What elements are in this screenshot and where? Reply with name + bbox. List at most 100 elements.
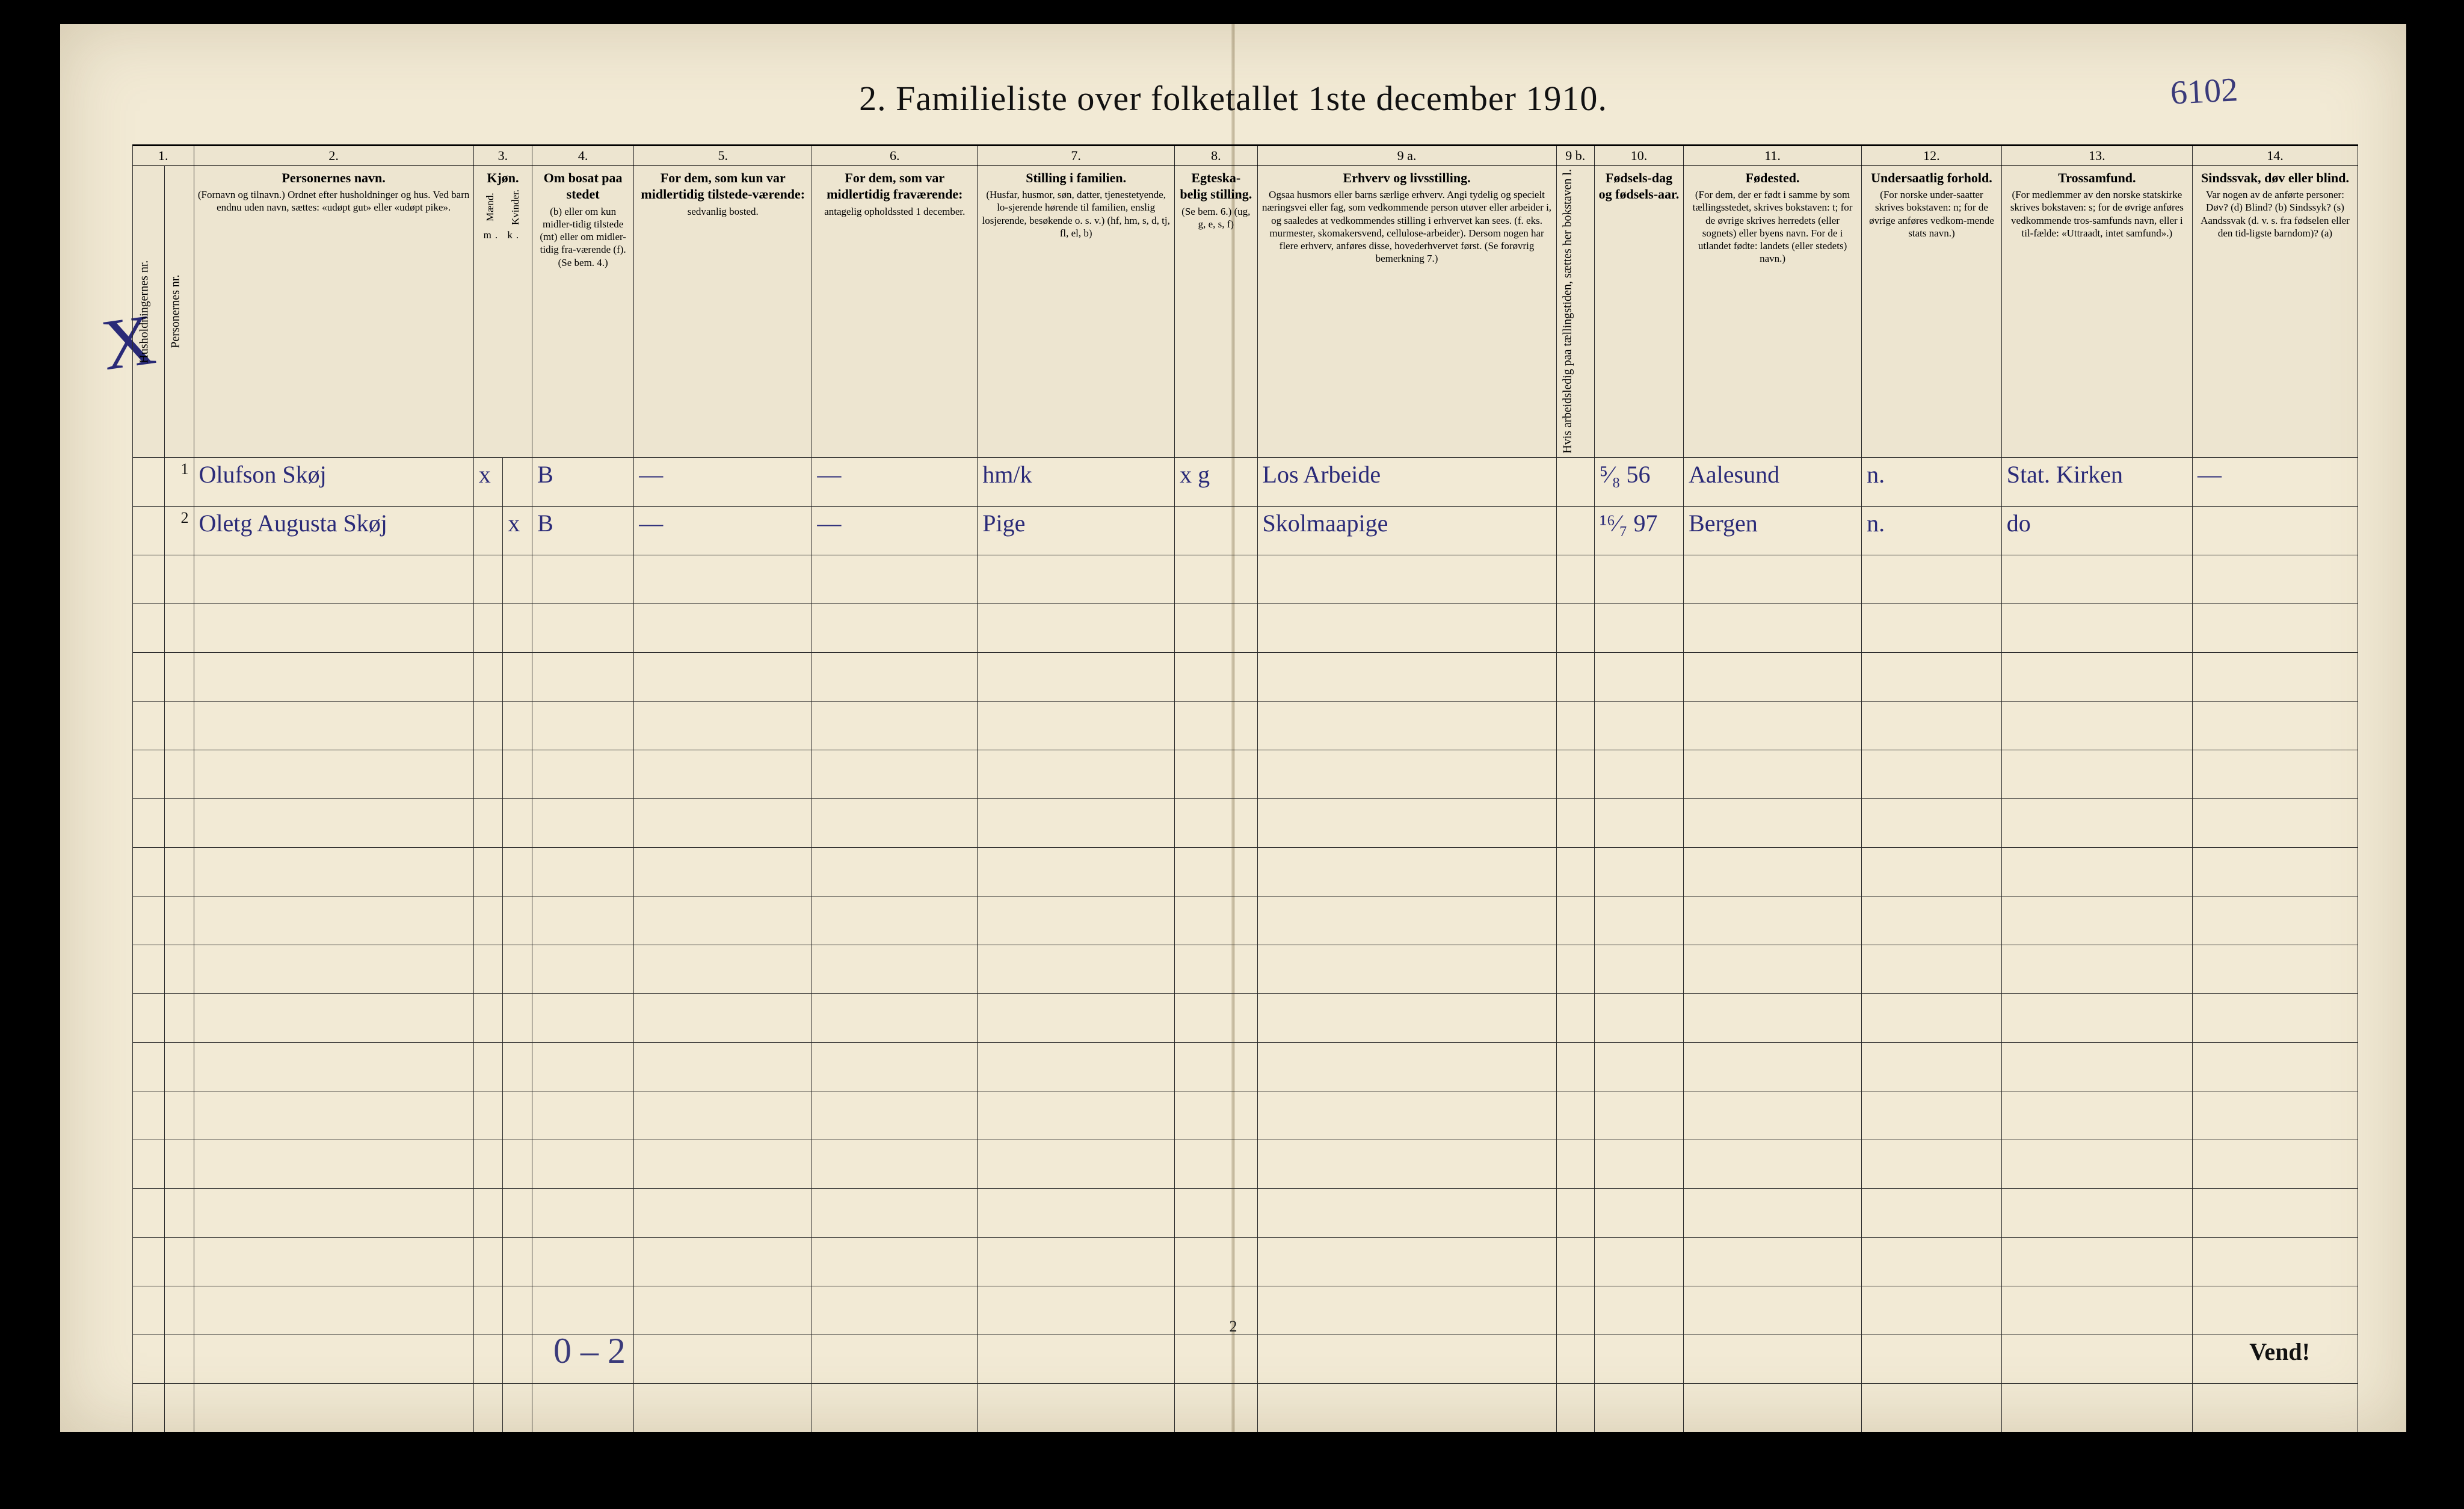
cell-arbeidsledig bbox=[1556, 994, 1594, 1043]
hdr-arbeidsledig: Hvis arbeidsledig paa tællingstiden, sæt… bbox=[1556, 165, 1594, 458]
cell-sindssvak bbox=[2192, 1384, 2358, 1434]
cell-sex-k bbox=[503, 1140, 532, 1189]
cell-sex-k bbox=[503, 1043, 532, 1091]
cell-trossamfund bbox=[2001, 848, 2192, 896]
cell-erhverv bbox=[1257, 1189, 1556, 1238]
cell-person-nr: 2 bbox=[164, 507, 194, 555]
cell-household-nr bbox=[133, 1091, 165, 1140]
cell-stilling-familien bbox=[978, 1140, 1175, 1189]
cell-person-nr: 7 bbox=[164, 750, 194, 799]
cell-erhverv bbox=[1257, 702, 1556, 750]
cell-sex-k bbox=[503, 653, 532, 702]
ledger-table: 1. 2. 3. 4. 5. 6. 7. 8. 9 a. 9 b. 10. 11… bbox=[132, 144, 2358, 1434]
cell-sedvanlig-bosted bbox=[634, 1091, 812, 1140]
cell-sindssvak bbox=[2192, 1189, 2358, 1238]
cell-sedvanlig-bosted: — bbox=[634, 458, 812, 507]
cell-arbeidsledig bbox=[1556, 1335, 1594, 1384]
handwritten-annotation-footer: 0 – 2 bbox=[553, 1330, 626, 1372]
cell-person-nr: 14 bbox=[164, 1091, 194, 1140]
cell-sex-m bbox=[473, 1384, 503, 1434]
cell-name bbox=[194, 604, 473, 653]
cell-sedvanlig-bosted bbox=[634, 1140, 812, 1189]
colnum-12: 12. bbox=[1862, 146, 2002, 166]
cell-arbeidsledig bbox=[1556, 945, 1594, 994]
cell-fodselsdag bbox=[1594, 1043, 1683, 1091]
cell-bosat bbox=[532, 1286, 634, 1335]
colnum-1: 1. bbox=[133, 146, 194, 166]
cell-household-nr bbox=[133, 604, 165, 653]
table-body: 1Olufson SkøjxB——hm/kx gLos Arbeide⁵⁄₈ 5… bbox=[133, 458, 2358, 1434]
cell-undersaat: n. bbox=[1862, 507, 2002, 555]
cell-erhverv bbox=[1257, 653, 1556, 702]
table-row: 17 bbox=[133, 1238, 2358, 1286]
cell-bosat bbox=[532, 702, 634, 750]
page: 2. Familieliste over folketallet 1ste de… bbox=[0, 0, 2464, 1509]
cell-fodselsdag bbox=[1594, 1189, 1683, 1238]
cell-stilling-familien bbox=[978, 1286, 1175, 1335]
cell-undersaat bbox=[1862, 555, 2002, 604]
cell-sex-m bbox=[473, 848, 503, 896]
cell-sex-k bbox=[503, 945, 532, 994]
cell-sex-k bbox=[503, 750, 532, 799]
cell-sex-m bbox=[473, 1238, 503, 1286]
cell-fodselsdag bbox=[1594, 1238, 1683, 1286]
cell-sex-m bbox=[473, 653, 503, 702]
cell-sindssvak bbox=[2192, 848, 2358, 896]
hdr-person-nr: Personernes nr. bbox=[164, 165, 194, 458]
cell-name bbox=[194, 653, 473, 702]
cell-household-nr bbox=[133, 945, 165, 994]
cell-sex-k bbox=[503, 1189, 532, 1238]
cell-sindssvak bbox=[2192, 1286, 2358, 1335]
cell-name bbox=[194, 750, 473, 799]
cell-fodselsdag: ¹⁶⁄₇ 97 bbox=[1594, 507, 1683, 555]
cell-erhverv bbox=[1257, 848, 1556, 896]
column-number-row: 1. 2. 3. 4. 5. 6. 7. 8. 9 a. 9 b. 10. 11… bbox=[133, 146, 2358, 166]
cell-household-nr bbox=[133, 994, 165, 1043]
cell-sedvanlig-bosted bbox=[634, 799, 812, 848]
cell-undersaat bbox=[1862, 1384, 2002, 1434]
cell-name bbox=[194, 555, 473, 604]
cell-undersaat bbox=[1862, 702, 2002, 750]
cell-fodselsdag bbox=[1594, 702, 1683, 750]
cell-person-nr: 13 bbox=[164, 1043, 194, 1091]
cell-sex-m bbox=[473, 1189, 503, 1238]
cell-opholdssted bbox=[812, 1335, 978, 1384]
hdr-sex-men: Mænd. bbox=[484, 190, 496, 225]
cell-fodested bbox=[1684, 1335, 1862, 1384]
cell-undersaat bbox=[1862, 1335, 2002, 1384]
hdr-fodselsdag: Fødsels-dag og fødsels-aar. bbox=[1594, 165, 1683, 458]
cell-stilling-familien bbox=[978, 1238, 1175, 1286]
cell-person-nr: 4 bbox=[164, 604, 194, 653]
cell-stilling-familien: Pige bbox=[978, 507, 1175, 555]
hdr-sindssvak: Sindssvak, døv eller blind. Var nogen av… bbox=[2192, 165, 2358, 458]
cell-sex-m bbox=[473, 799, 503, 848]
cell-opholdssted bbox=[812, 1140, 978, 1189]
cell-arbeidsledig bbox=[1556, 1140, 1594, 1189]
cell-fodselsdag bbox=[1594, 1384, 1683, 1434]
cell-undersaat bbox=[1862, 896, 2002, 945]
cell-fodselsdag bbox=[1594, 896, 1683, 945]
cell-sex-k bbox=[503, 994, 532, 1043]
cell-person-nr: 9 bbox=[164, 848, 194, 896]
hdr-stilling-familien: Stilling i familien. (Husfar, husmor, sø… bbox=[978, 165, 1175, 458]
cell-fodselsdag bbox=[1594, 1286, 1683, 1335]
cell-household-nr bbox=[133, 750, 165, 799]
cell-erhverv bbox=[1257, 1091, 1556, 1140]
cell-sex-k bbox=[503, 1091, 532, 1140]
table-row: 20 bbox=[133, 1384, 2358, 1434]
cell-bosat bbox=[532, 1043, 634, 1091]
cell-egteskab bbox=[1175, 1286, 1257, 1335]
cell-fodested bbox=[1684, 945, 1862, 994]
cell-bosat bbox=[532, 750, 634, 799]
cell-fodselsdag bbox=[1594, 653, 1683, 702]
cell-sindssvak bbox=[2192, 507, 2358, 555]
cell-egteskab bbox=[1175, 1189, 1257, 1238]
cell-sindssvak bbox=[2192, 604, 2358, 653]
cell-sex-k bbox=[503, 1238, 532, 1286]
cell-egteskab bbox=[1175, 507, 1257, 555]
table-row: 1Olufson SkøjxB——hm/kx gLos Arbeide⁵⁄₈ 5… bbox=[133, 458, 2358, 507]
table-row: 19 bbox=[133, 1335, 2358, 1384]
table-head: 1. 2. 3. 4. 5. 6. 7. 8. 9 a. 9 b. 10. 11… bbox=[133, 146, 2358, 458]
cell-sex-m bbox=[473, 945, 503, 994]
table-row: 8 bbox=[133, 799, 2358, 848]
